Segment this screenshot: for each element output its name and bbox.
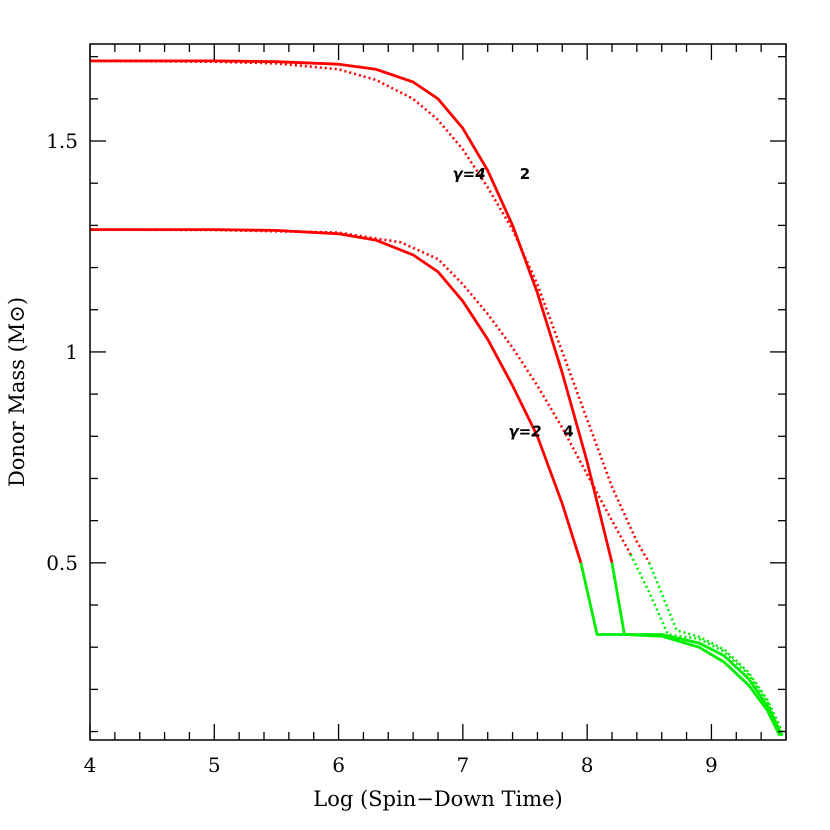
x-axis-label: Log (Spin−Down Time): [313, 787, 562, 811]
y-tick-label: 1: [65, 340, 78, 364]
curve-annotation: 4: [563, 422, 573, 440]
y-tick-label: 1.5: [46, 129, 78, 153]
x-tick-label: 8: [581, 753, 594, 777]
y-axis-label: Donor Mass (M⊙): [5, 297, 29, 487]
series-line-1-solid-green: [579, 562, 782, 737]
series-line-5-solid-green: [610, 562, 784, 737]
ticks-layer: [89, 44, 787, 740]
series-line-7-dotted-green: [648, 562, 784, 733]
x-tick-label: 7: [456, 753, 469, 777]
x-tick-label: 5: [208, 753, 221, 777]
series-line-3-dotted-green: [629, 553, 781, 733]
series-line-4-solid-red: [90, 59, 614, 564]
series-line-2-dotted-red: [90, 228, 632, 556]
curve-annotation: γ=4: [452, 165, 485, 183]
x-tick-label: 9: [705, 753, 718, 777]
plot-frame: [89, 43, 787, 741]
series-layer: [90, 59, 784, 737]
series-line-6-dotted-red: [90, 59, 651, 564]
x-tick-label: 6: [332, 753, 345, 777]
x-tick-label: 4: [84, 753, 97, 777]
series-line-0-solid-red: [90, 228, 583, 564]
tick-labels-layer: 4 5 6 7 8 9 0.5 1 1.5: [46, 129, 718, 777]
annotations-layer: γ=4 2 γ=2 4: [452, 165, 573, 440]
curve-annotation: γ=2: [508, 422, 541, 440]
y-tick-label: 0.5: [46, 551, 78, 575]
curve-annotation: 2: [520, 165, 530, 183]
